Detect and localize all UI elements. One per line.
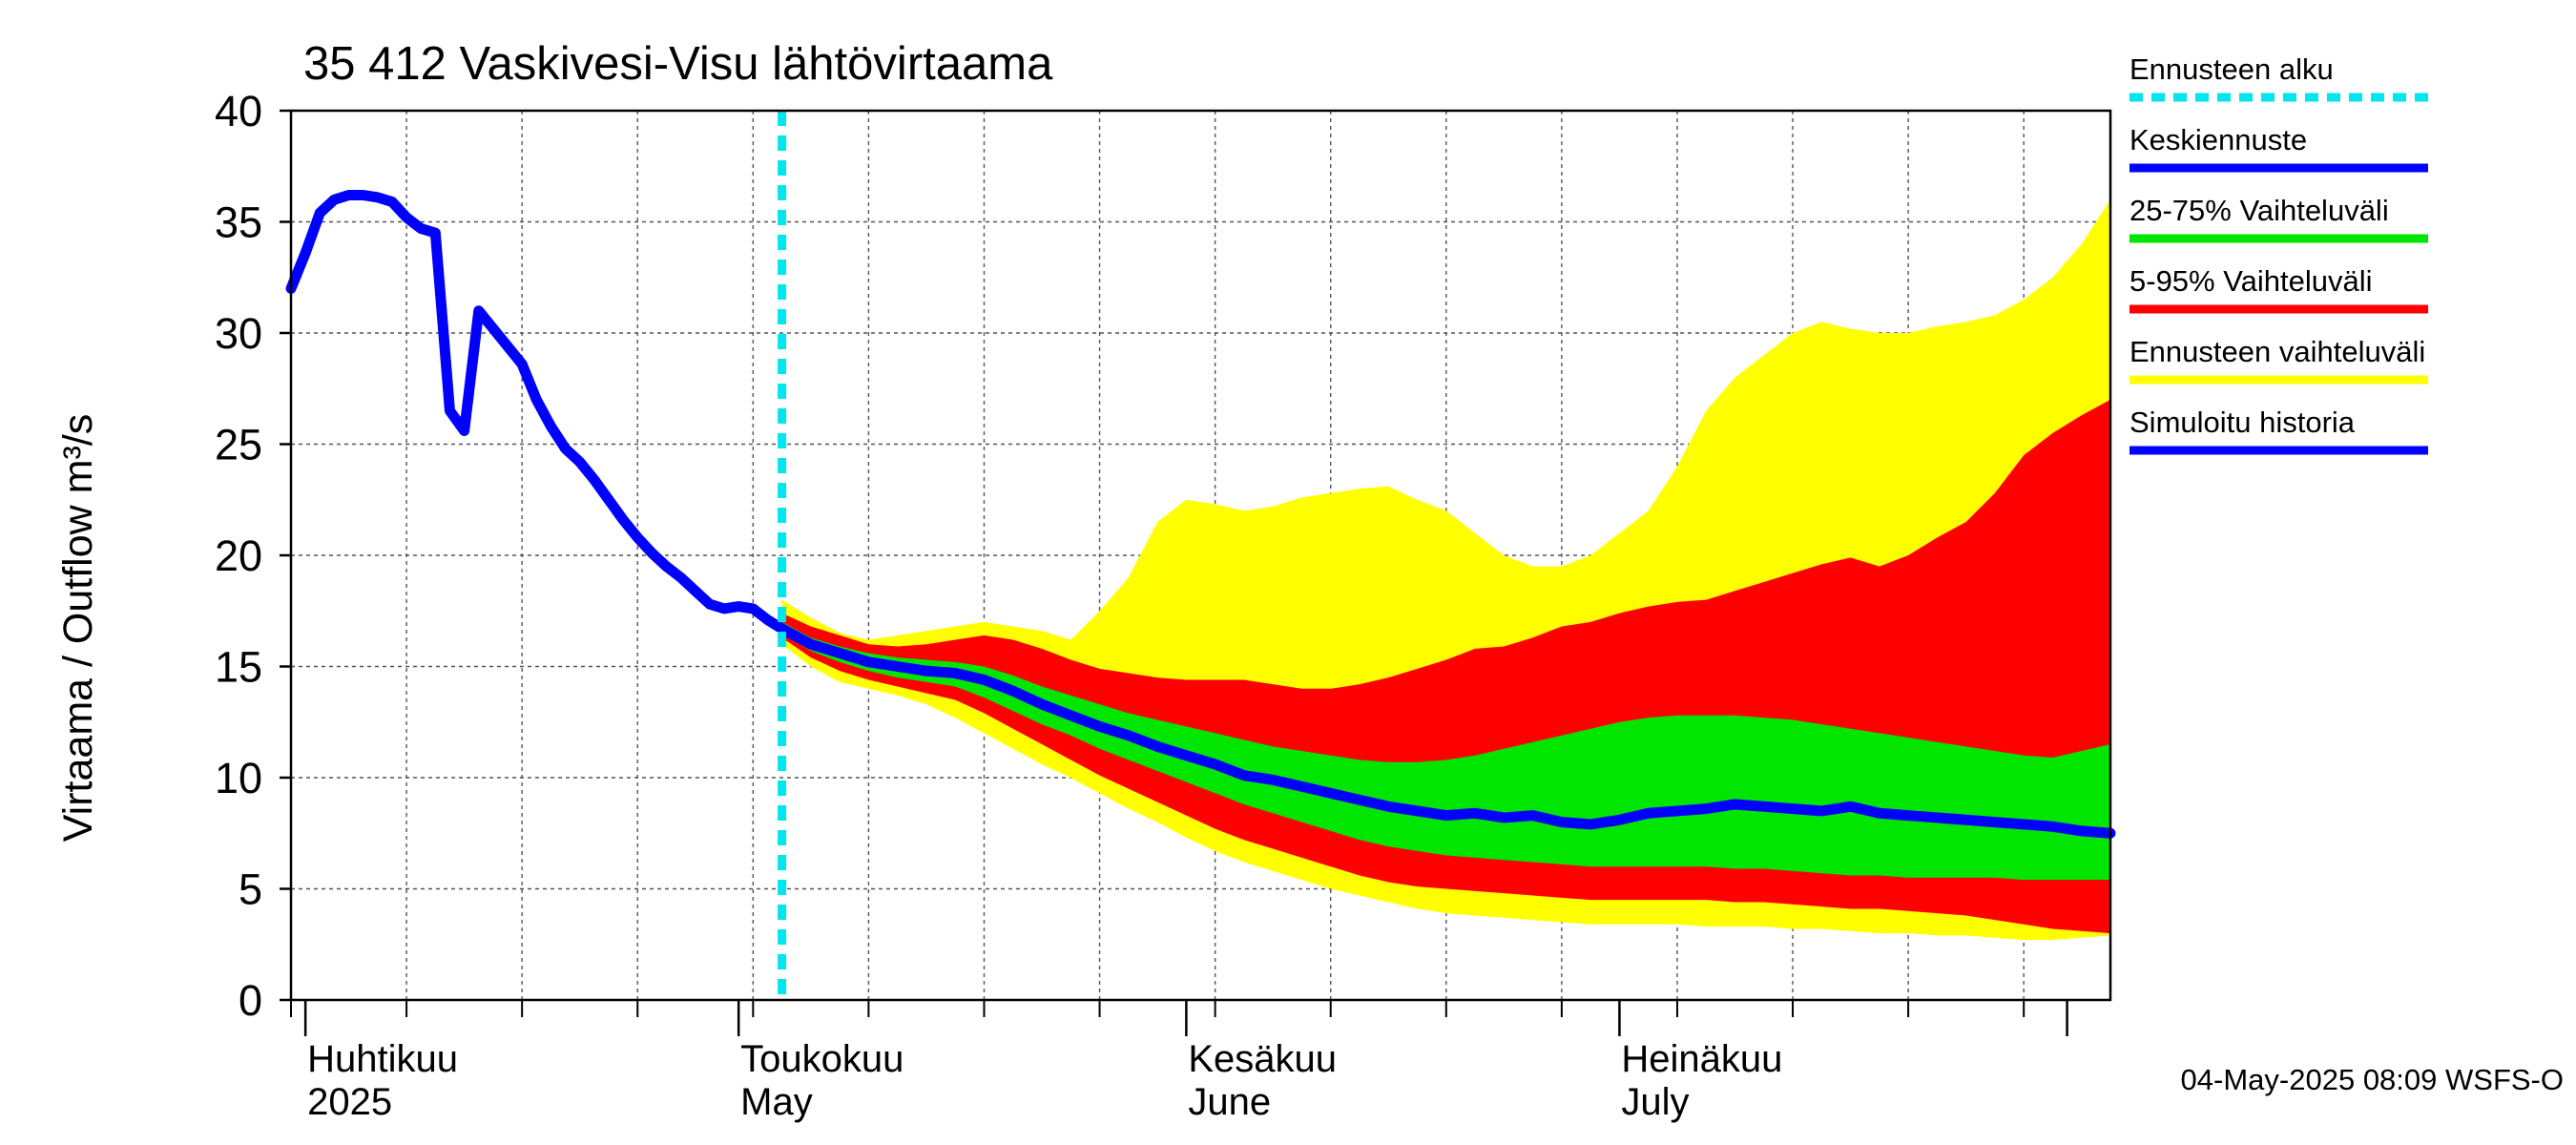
x-month-label: Toukokuu — [740, 1038, 904, 1080]
legend-label-history: Simuloitu historia — [2129, 406, 2356, 439]
legend-label-forecast_start: Ennusteen alku — [2129, 52, 2334, 86]
x-month-sublabel: July — [1621, 1081, 1689, 1123]
plot-area: 0510152025303540Huhtikuu2025ToukokuuMayK… — [215, 87, 2116, 1123]
y-tick-label: 0 — [239, 976, 262, 1025]
footer-timestamp: 04-May-2025 08:09 WSFS-O — [2181, 1063, 2564, 1096]
x-month-label: Kesäkuu — [1188, 1038, 1337, 1080]
legend-label-mean: Keskiennuste — [2129, 123, 2307, 156]
band-25-75 — [781, 621, 2110, 881]
x-month-sublabel: 2025 — [307, 1081, 392, 1123]
x-month-label: Heinäkuu — [1621, 1038, 1782, 1080]
chart-title: 35 412 Vaskivesi-Visu lähtövirtaama — [303, 38, 1053, 90]
mean-forecast-line — [777, 623, 2116, 839]
legend-label-range: Ennusteen vaihteluväli — [2129, 335, 2425, 368]
y-tick-label: 25 — [215, 421, 262, 469]
history-line — [285, 190, 788, 635]
legend: Ennusteen alku Keskiennuste 25-75% Vaihtel… — [2129, 52, 2428, 455]
y-axis-label: Virtaama / Outflow m³/s — [55, 414, 101, 842]
legend-label-p25_75: 25-75% Vaihteluväli — [2129, 194, 2389, 227]
y-tick-label: 35 — [215, 198, 262, 247]
y-tick-label: 30 — [215, 309, 262, 358]
y-tick-label: 20 — [215, 531, 262, 580]
y-tick-label: 40 — [215, 87, 262, 135]
y-tick-label: 15 — [215, 643, 262, 692]
y-tick-label: 5 — [239, 865, 262, 914]
x-month-label: Huhtikuu — [307, 1038, 458, 1080]
x-month-sublabel: May — [740, 1081, 813, 1123]
y-tick-label: 10 — [215, 754, 262, 802]
x-month-sublabel: June — [1188, 1081, 1271, 1123]
legend-label-p5_95: 5-95% Vaihteluväli — [2129, 264, 2372, 298]
